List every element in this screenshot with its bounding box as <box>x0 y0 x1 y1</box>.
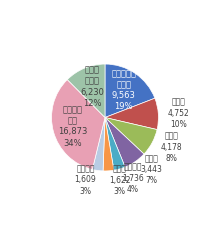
Wedge shape <box>105 98 159 129</box>
Wedge shape <box>105 118 157 154</box>
Text: たき火
3,443
7%: たき火 3,443 7% <box>141 154 163 185</box>
Wedge shape <box>67 64 105 118</box>
Text: 不明・
調査中
6,230
12%: 不明・ 調査中 6,230 12% <box>80 66 104 108</box>
Wedge shape <box>105 64 155 118</box>
Text: 火入れ
1,622
3%: 火入れ 1,622 3% <box>109 165 131 196</box>
Text: その他の
原因
16,873
34%: その他の 原因 16,873 34% <box>58 105 88 148</box>
Text: たばこ
4,752
10%: たばこ 4,752 10% <box>168 98 190 129</box>
Text: 火あそび
1,736
4%: 火あそび 1,736 4% <box>122 163 144 194</box>
Text: 放火・放火
の疑い
9,563
19%: 放火・放火 の疑い 9,563 19% <box>111 69 136 111</box>
Wedge shape <box>105 118 125 170</box>
Text: ストーブ
1,609
3%: ストーブ 1,609 3% <box>75 164 96 196</box>
Wedge shape <box>103 118 114 171</box>
Text: こんろ
4,178
8%: こんろ 4,178 8% <box>161 132 182 163</box>
Wedge shape <box>92 118 105 171</box>
Wedge shape <box>51 80 105 169</box>
Wedge shape <box>105 118 144 167</box>
